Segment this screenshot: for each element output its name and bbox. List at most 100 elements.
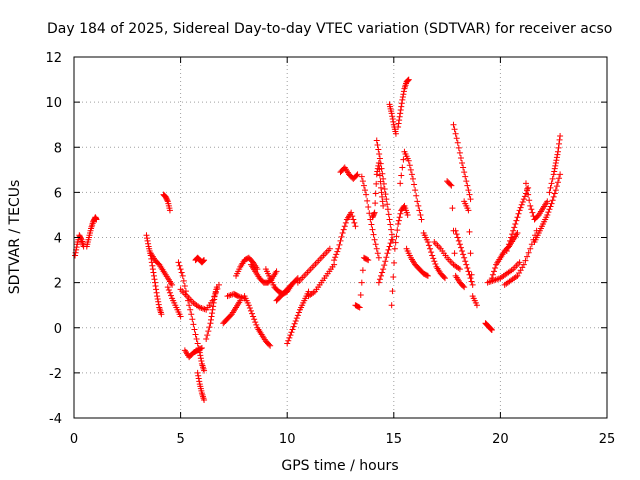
data-point — [192, 331, 199, 338]
data-point — [197, 352, 204, 359]
data-point — [201, 367, 208, 374]
data-point — [175, 259, 182, 266]
data-point — [512, 220, 519, 227]
data-point — [399, 94, 406, 101]
data-point — [391, 245, 398, 252]
data-point — [348, 209, 355, 216]
data-point — [388, 226, 395, 233]
data-point — [400, 156, 407, 163]
data-point — [355, 303, 362, 310]
data-point — [342, 219, 349, 226]
data-point — [405, 77, 412, 84]
data-point — [382, 258, 389, 265]
data-point — [369, 226, 376, 233]
data-point — [339, 229, 346, 236]
data-point — [194, 369, 201, 376]
data-point — [164, 197, 171, 204]
data-point — [511, 224, 518, 231]
data-point — [459, 248, 466, 255]
data-point — [395, 120, 402, 127]
data-point — [190, 321, 197, 328]
data-point — [73, 244, 80, 251]
data-point — [547, 203, 554, 210]
data-point — [417, 211, 424, 218]
data-point — [460, 283, 467, 290]
data-point — [505, 241, 512, 248]
series-arc-13 — [220, 297, 244, 327]
data-point — [529, 209, 536, 216]
data-point — [349, 213, 356, 220]
data-point — [552, 187, 559, 194]
series-arc-29 — [375, 236, 395, 286]
data-point — [215, 281, 222, 288]
data-point — [195, 372, 202, 379]
grid-layer — [74, 57, 607, 418]
data-point — [379, 198, 386, 205]
data-point — [374, 141, 381, 148]
data-point — [385, 246, 392, 253]
data-point — [207, 320, 214, 327]
series-arc-40 — [461, 198, 480, 309]
series-arc-25 — [352, 254, 372, 311]
data-point — [373, 245, 380, 252]
data-point — [455, 237, 462, 244]
data-point — [93, 216, 100, 223]
data-point — [294, 312, 301, 319]
data-point — [520, 196, 527, 203]
data-point — [358, 173, 365, 180]
data-point — [488, 327, 495, 334]
data-point — [148, 259, 155, 266]
plot-frame — [73, 56, 608, 419]
data-point — [467, 250, 474, 257]
data-point — [452, 227, 459, 234]
data-point — [395, 217, 402, 224]
data-point — [460, 164, 467, 171]
data-point — [510, 227, 517, 234]
series-arc-06 — [164, 284, 184, 320]
x-tick-label: 10 — [279, 432, 296, 447]
data-point — [509, 231, 516, 238]
data-point — [168, 292, 175, 299]
data-point — [197, 345, 204, 352]
data-point — [158, 311, 165, 318]
data-point — [518, 201, 525, 208]
data-point — [155, 301, 162, 308]
x-axis-label: GPS time / hours — [281, 458, 398, 474]
series-arc-09 — [194, 369, 208, 403]
data-point — [390, 118, 397, 125]
data-point — [519, 198, 526, 205]
data-point — [398, 103, 405, 110]
data-point — [487, 325, 494, 332]
data-point — [267, 342, 274, 349]
data-point — [353, 172, 360, 179]
data-point — [293, 315, 300, 322]
data-point — [290, 323, 297, 330]
data-point — [517, 267, 524, 274]
data-point — [350, 216, 357, 223]
data-point — [552, 162, 559, 169]
data-point — [205, 328, 212, 335]
data-point — [491, 268, 498, 275]
data-point — [397, 180, 404, 187]
data-point — [209, 310, 216, 317]
y-tick-label: 10 — [45, 96, 62, 111]
data-point — [519, 264, 526, 271]
data-point — [515, 210, 522, 217]
data-point — [492, 264, 499, 271]
data-point — [551, 168, 558, 175]
data-point — [177, 266, 184, 273]
data-point — [556, 175, 563, 182]
data-point — [503, 248, 510, 255]
series-arc-10 — [192, 254, 208, 266]
data-point — [517, 204, 524, 211]
data-point — [341, 223, 348, 230]
data-point — [189, 316, 196, 323]
data-point — [152, 279, 159, 286]
data-point — [549, 175, 556, 182]
data-point — [384, 201, 391, 208]
data-point — [198, 345, 205, 352]
data-point — [273, 268, 280, 275]
data-point — [551, 190, 558, 197]
data-point — [197, 355, 204, 362]
